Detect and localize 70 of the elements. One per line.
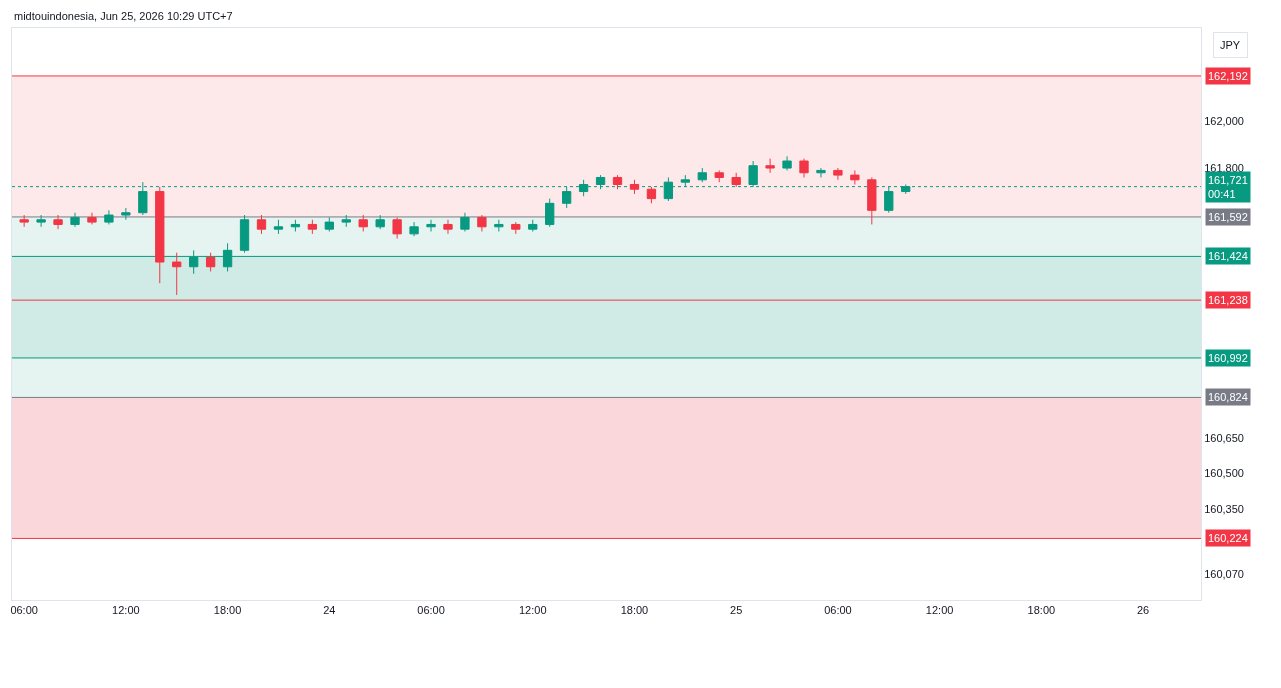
- candlestick: [409, 221, 419, 237]
- candlestick: [324, 216, 334, 233]
- ref-line-label: 161,424: [1208, 250, 1248, 262]
- candlestick: [87, 212, 97, 225]
- y-axis-title: JPY: [1220, 39, 1241, 51]
- candlestick: [799, 158, 809, 178]
- candlestick: [629, 179, 640, 195]
- candlestick: [697, 167, 707, 183]
- x-tick-label: 12:00: [518, 604, 547, 617]
- x-tick-label: 18:00: [213, 604, 242, 617]
- y-tick-label: 160,650: [1204, 432, 1244, 445]
- candlestick: [528, 219, 538, 233]
- ref-line-label: 160,992: [1208, 352, 1248, 364]
- x-tick-label: 25: [730, 604, 743, 617]
- candlestick: [375, 214, 385, 230]
- candlestick: [867, 176, 877, 225]
- candlestick: [765, 158, 775, 174]
- ref-line-label: 162,192: [1208, 70, 1248, 82]
- candlestick: [256, 214, 267, 235]
- candlestick: [511, 221, 521, 235]
- candlestick: [358, 214, 368, 233]
- candlestick: [53, 214, 63, 230]
- ref-line-label: 160,224: [1208, 532, 1248, 544]
- y-tick-label: 160,070: [1204, 568, 1244, 581]
- y-tick-label: 161,800: [1204, 161, 1244, 174]
- candlestick: [426, 219, 436, 233]
- candlestick: [612, 174, 623, 190]
- x-tick-label: 24: [323, 604, 336, 617]
- y-tick-label: 160,350: [1204, 502, 1244, 515]
- candlestick: [121, 207, 131, 221]
- candlestick: [307, 219, 318, 235]
- ref-line-label: 161,238: [1208, 294, 1248, 306]
- candlestick: [172, 252, 182, 296]
- candlestick: [460, 212, 470, 233]
- candlestick: [70, 212, 80, 228]
- x-tick-label: 18:00: [620, 604, 649, 617]
- candlestick: [443, 219, 453, 235]
- candlestick: [36, 214, 46, 228]
- candlestick: [341, 214, 351, 228]
- candlestick: [646, 186, 657, 204]
- candlestick: [104, 209, 114, 225]
- candlestick: [477, 214, 487, 233]
- candlestick: [782, 155, 792, 171]
- x-tick-label: 18:00: [1027, 604, 1056, 617]
- x-tick-label: 06:00: [10, 604, 38, 617]
- candlestick: [850, 169, 860, 186]
- x-tick-label: 12:00: [925, 604, 954, 617]
- chart-title: midtouindonesia, Jun 25, 2026 10:29 UTC+7: [14, 10, 233, 22]
- ref-line-label: 161,592: [1208, 211, 1248, 223]
- ref-line-label: 160,824: [1208, 391, 1248, 403]
- y-tick-label: 162,000: [1204, 114, 1244, 127]
- candlestick: [290, 219, 301, 233]
- candlestick: [392, 216, 402, 240]
- candlestick: [833, 167, 843, 181]
- candlestick: [239, 214, 250, 254]
- x-tick-label: 26: [1136, 604, 1150, 617]
- candlestick: [273, 219, 284, 235]
- candlestick: [816, 167, 826, 178]
- candlestick: [155, 186, 165, 284]
- candlestick: [714, 169, 724, 183]
- x-tick-label: 12:00: [112, 604, 140, 617]
- x-tick-label: 06:00: [824, 604, 852, 617]
- ref-line-label: 161,721 00:41: [1208, 174, 1248, 201]
- y-tick-label: 160,500: [1204, 467, 1244, 480]
- candlestick: [19, 214, 29, 228]
- candlestick: [494, 219, 504, 233]
- candlestick: [731, 172, 741, 188]
- x-tick-label: 06:00: [417, 604, 445, 617]
- candlestick: [205, 252, 216, 272]
- candlestick: [545, 198, 555, 228]
